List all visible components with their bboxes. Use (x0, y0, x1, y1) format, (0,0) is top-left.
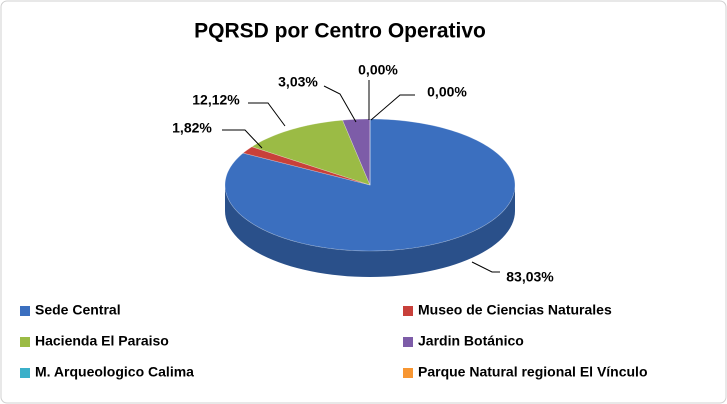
leader-line (471, 261, 500, 273)
data-label: 12,12% (192, 92, 240, 108)
data-label: 3,03% (278, 74, 318, 90)
legend-swatch (20, 306, 30, 316)
data-label: 0,00% (427, 84, 467, 100)
legend-swatch (403, 306, 413, 316)
data-label: 1,82% (172, 120, 212, 136)
legend-label: Sede Central (35, 302, 121, 318)
legend-swatch (403, 337, 413, 347)
data-label: 0,00% (358, 62, 398, 78)
leader-line (323, 85, 357, 123)
legend-label: M. Arqueologico Calima (35, 364, 194, 380)
data-label: 83,03% (506, 269, 554, 285)
slice-side (225, 185, 515, 277)
legend-label: Parque Natural regional El Vínculo (418, 364, 648, 380)
legend-label: Museo de Ciencias Naturales (418, 302, 612, 318)
slice (251, 119, 371, 186)
leader-line (222, 129, 263, 149)
legend-label: Jardin Botánico (418, 333, 524, 349)
legend-swatch (20, 368, 30, 378)
leader-line (370, 94, 415, 121)
legend-swatch (403, 368, 413, 378)
leader-line (248, 102, 286, 127)
slice (342, 118, 371, 186)
legend-swatch (20, 337, 30, 347)
slice (242, 146, 371, 186)
legend-label: Hacienda El Paraiso (35, 333, 169, 349)
chart-title: PQRSD por Centro Operativo (194, 20, 486, 43)
